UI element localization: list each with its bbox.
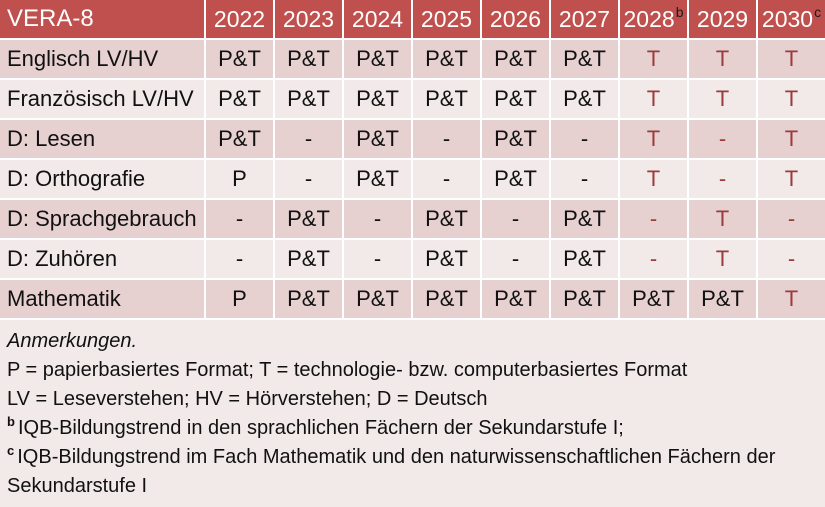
table-cell-2030: T — [758, 160, 825, 198]
table-cell-2023: P&T — [275, 280, 342, 318]
row-label: Französisch LV/HV — [0, 80, 204, 118]
footnote-b: b IQB-Bildungstrend in den sprachlichen F… — [7, 414, 815, 443]
row-label: D: Lesen — [0, 120, 204, 158]
table-cell-2024: P&T — [344, 80, 411, 118]
table-cell-2027: P&T — [551, 200, 618, 238]
year-header-2028: 2028 b — [620, 0, 687, 38]
table-cell-2028: P&T — [620, 280, 687, 318]
table-cell-2024: - — [344, 240, 411, 278]
notes-section: Anmerkungen. P = papierbasiertes Format;… — [0, 320, 825, 507]
row-label: D: Zuhören — [0, 240, 204, 278]
table-title-cell: VERA-8 — [0, 0, 204, 38]
year-header-2022: 2022 — [206, 0, 273, 38]
header-footnote-marker-c: c — [814, 4, 822, 20]
year-header-2026: 2026 — [482, 0, 549, 38]
table-cell-2030: T — [758, 120, 825, 158]
table-cell-2026: P&T — [482, 80, 549, 118]
table-cell-2025: P&T — [413, 240, 480, 278]
row-label: Englisch LV/HV — [0, 40, 204, 78]
table-cell-2026: P&T — [482, 120, 549, 158]
table-cell-2026: - — [482, 200, 549, 238]
vera8-table: VERA-8 2022 2023 2024 2025 2026 2027 2028 b 2029 2… — [0, 0, 825, 318]
table-cell-2022: - — [206, 200, 273, 238]
table-cell-2024: P&T — [344, 40, 411, 78]
table-cell-2027: P&T — [551, 240, 618, 278]
table-cell-2027: - — [551, 120, 618, 158]
table-cell-2029: T — [689, 40, 756, 78]
table-cell-2026: P&T — [482, 40, 549, 78]
table-cell-2023: P&T — [275, 80, 342, 118]
table-cell-2022: P — [206, 160, 273, 198]
row-label: Mathematik — [0, 280, 204, 318]
table-cell-2026: P&T — [482, 160, 549, 198]
table-cell-2025: - — [413, 120, 480, 158]
table-cell-2022: P&T — [206, 40, 273, 78]
table-cell-2024: P&T — [344, 280, 411, 318]
note-abbreviation-legend: LV = Leseverstehen; HV = Hörverstehen; D… — [7, 388, 488, 410]
table-cell-2025: P&T — [413, 40, 480, 78]
notes-heading: Anmerkungen. — [7, 330, 138, 352]
table-cell-2029: T — [689, 80, 756, 118]
table-cell-2028: - — [620, 240, 687, 278]
footnote-b-text: IQB-Bildungstrend in den sprachlichen Fä… — [17, 417, 624, 439]
table-cell-2030: - — [758, 240, 825, 278]
table-cell-2024: P&T — [344, 160, 411, 198]
note-format-legend: P = papierbasiertes Format; T = technolo… — [7, 359, 688, 381]
table-cell-2029: T — [689, 240, 756, 278]
table-cell-2022: P&T — [206, 80, 273, 118]
table-cell-2022: P — [206, 280, 273, 318]
year-header-2025: 2025 — [413, 0, 480, 38]
table-cell-2025: P&T — [413, 280, 480, 318]
table-cell-2030: T — [758, 80, 825, 118]
table-cell-2025: P&T — [413, 80, 480, 118]
table-cell-2029: - — [689, 120, 756, 158]
table-cell-2023: P&T — [275, 40, 342, 78]
table-cell-2029: P&T — [689, 280, 756, 318]
table-cell-2030: T — [758, 280, 825, 318]
table-cell-2023: - — [275, 120, 342, 158]
table-cell-2023: - — [275, 160, 342, 198]
header-footnote-marker-b: b — [675, 4, 684, 20]
table-cell-2027: - — [551, 160, 618, 198]
table-cell-2026: P&T — [482, 280, 549, 318]
table-cell-2025: P&T — [413, 200, 480, 238]
table-cell-2025: - — [413, 160, 480, 198]
row-label: D: Sprachgebrauch — [0, 200, 204, 238]
row-label: D: Orthografie — [0, 160, 204, 198]
year-header-2029: 2029 — [689, 0, 756, 38]
table-cell-2027: P&T — [551, 280, 618, 318]
year-header-2023: 2023 — [275, 0, 342, 38]
table-cell-2029: T — [689, 200, 756, 238]
table-cell-2028: T — [620, 80, 687, 118]
table-cell-2027: P&T — [551, 40, 618, 78]
table-cell-2023: P&T — [275, 240, 342, 278]
year-header-2024: 2024 — [344, 0, 411, 38]
footnote-b-marker: b — [7, 414, 15, 430]
footnote-c-marker: c — [7, 443, 15, 459]
table-cell-2022: P&T — [206, 120, 273, 158]
table-cell-2024: P&T — [344, 120, 411, 158]
table-cell-2026: - — [482, 240, 549, 278]
table-cell-2028: - — [620, 200, 687, 238]
table-cell-2029: - — [689, 160, 756, 198]
table-cell-2028: T — [620, 160, 687, 198]
table-cell-2030: T — [758, 40, 825, 78]
table-cell-2023: P&T — [275, 200, 342, 238]
year-header-2027: 2027 — [551, 0, 618, 38]
table-cell-2027: P&T — [551, 80, 618, 118]
footnote-c-text: IQB-Bildungstrend im Fach Mathematik und… — [7, 446, 776, 497]
footnote-c: c IQB-Bildungstrend im Fach Mathematik un… — [7, 443, 797, 501]
table-cell-2028: T — [620, 40, 687, 78]
table-cell-2030: - — [758, 200, 825, 238]
table-cell-2024: - — [344, 200, 411, 238]
table-cell-2022: - — [206, 240, 273, 278]
year-header-2030: 2030 c — [758, 0, 825, 38]
table-cell-2028: T — [620, 120, 687, 158]
